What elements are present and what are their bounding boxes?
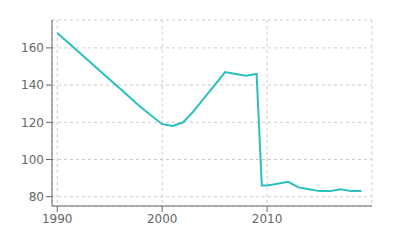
svg-text:2010: 2010 [252,212,283,226]
svg-text:140: 140 [21,78,44,92]
svg-text:120: 120 [21,116,44,130]
svg-text:100: 100 [21,153,44,167]
svg-text:80: 80 [29,190,44,204]
svg-text:160: 160 [21,41,44,55]
svg-text:1990: 1990 [42,212,73,226]
svg-text:2000: 2000 [147,212,178,226]
